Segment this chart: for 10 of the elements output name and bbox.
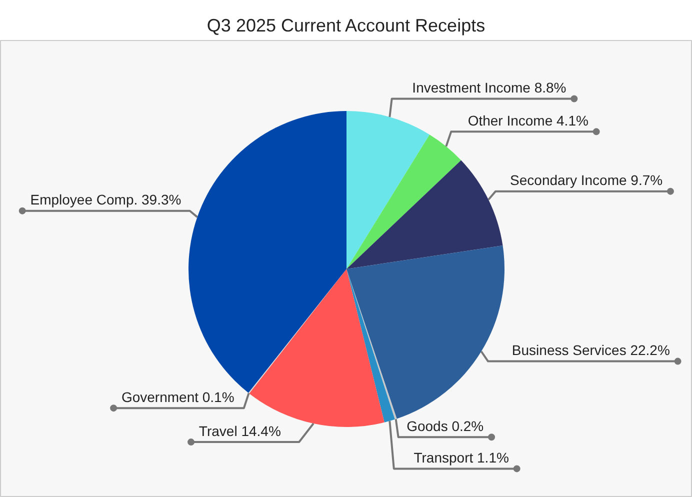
slice-label: Secondary Income 9.7% xyxy=(510,172,663,188)
chart-title: Q3 2025 Current Account Receipts xyxy=(206,16,486,36)
slice-label: Business Services 22.2% xyxy=(512,342,670,358)
slice-label: Government 0.1% xyxy=(121,388,234,405)
slice-label: Investment Income 8.8% xyxy=(412,80,566,96)
slice-label: Travel 14.4% xyxy=(198,422,281,439)
slice-label: Other Income 4.1% xyxy=(468,112,588,129)
slice-label: Employee Comp. 39.3% xyxy=(30,192,182,208)
slice-label: Goods 0.2% xyxy=(406,418,484,434)
slice-label: Transport 1.1% xyxy=(414,450,509,466)
